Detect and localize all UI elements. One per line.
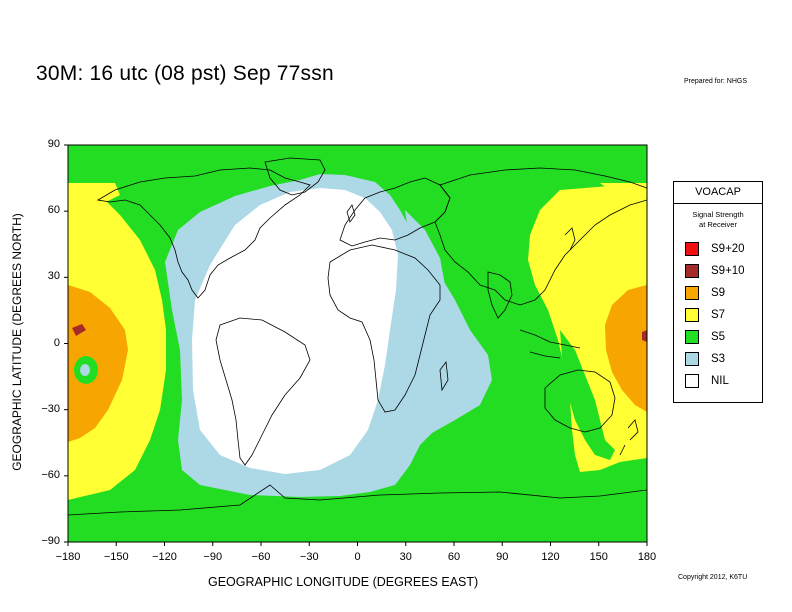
legend-item: S9 <box>674 282 762 304</box>
legend-swatch <box>685 374 699 388</box>
coastline-australia <box>544 369 616 433</box>
copyright-note: Copyright 2012, K6TU <box>678 574 748 581</box>
s9plus10-region-west <box>72 324 86 336</box>
y-tick-label: 30 <box>47 270 60 283</box>
y-axis-label: GEOGRAPHIC LATITUDE (DEGREES NORTH) <box>10 213 24 471</box>
x-axis-label: GEOGRAPHIC LONGITUDE (DEGREES EAST) <box>208 575 479 589</box>
x-tick-label: 150 <box>589 551 608 563</box>
legend-label: S9+10 <box>711 265 745 277</box>
legend-swatch <box>685 308 699 322</box>
map-title: 30M: 16 utc (08 pst) Sep 77ssn <box>36 62 334 85</box>
legend: VOACAP Signal Strength at Receiver S9+20… <box>673 181 763 403</box>
s3-region-africa <box>405 210 445 300</box>
coastline-madagascar <box>439 360 449 392</box>
legend-swatch <box>685 330 699 344</box>
y-tick-label: −30 <box>41 402 60 415</box>
legend-swatch <box>685 286 699 300</box>
coastline-india <box>487 271 513 319</box>
y-tick-label: 90 <box>47 138 60 150</box>
x-tick-label: 30 <box>399 551 412 563</box>
legend-item: S3 <box>674 348 762 370</box>
s5-island-east <box>560 330 615 460</box>
y-tick-label: −90 <box>41 535 60 547</box>
legend-swatch <box>685 242 699 256</box>
x-tick-label: 60 <box>447 551 461 563</box>
legend-swatch <box>685 352 699 366</box>
legend-label: NIL <box>711 375 729 387</box>
legend-subtitle-line1: Signal Strength <box>692 210 744 219</box>
s9-region-west <box>68 285 128 442</box>
axis-ticks <box>64 144 648 546</box>
x-tick-label: 90 <box>496 551 509 563</box>
x-tick-label: −30 <box>299 551 319 563</box>
x-tick-label: 180 <box>637 551 657 563</box>
legend-items: S9+20 S9+10 S9 S7 S5 S3 NIL <box>674 238 762 392</box>
s9-region-east <box>605 285 647 412</box>
legend-swatch <box>685 264 699 278</box>
legend-item: NIL <box>674 370 762 392</box>
legend-label: S7 <box>711 309 726 321</box>
coastline-new-zealand <box>619 419 639 456</box>
coastline-japan <box>564 227 576 251</box>
x-tick-label: −120 <box>152 551 177 563</box>
coastline-antarctica <box>68 484 647 516</box>
coastline-asia <box>434 167 647 306</box>
legend-subtitle: Signal Strength at Receiver <box>674 210 762 230</box>
legend-item: S9+10 <box>674 260 762 282</box>
y-tick-label: −60 <box>41 468 60 481</box>
legend-label: S9 <box>711 287 726 299</box>
s7-region-northwest <box>68 183 120 212</box>
s7-region-northeast <box>600 183 647 200</box>
legend-label: S5 <box>711 331 726 343</box>
s7-region-east <box>528 183 647 472</box>
x-tick-label: −90 <box>203 551 223 563</box>
legend-item: S5 <box>674 326 762 348</box>
legend-title: VOACAP <box>674 182 762 204</box>
legend-item: S9+20 <box>674 238 762 260</box>
s9plus10-region-east <box>642 330 647 342</box>
coastline-south-america <box>215 317 311 466</box>
coastline-north-america <box>96 167 311 299</box>
x-tick-label: 0 <box>354 551 361 563</box>
x-tick-label: −180 <box>55 551 81 563</box>
prepared-for-note: Prepared for: NHGS <box>684 78 748 85</box>
legend-item: S7 <box>674 304 762 326</box>
coastline-greenland <box>264 157 326 196</box>
nil-region-atlantic <box>192 188 398 474</box>
legend-label: S9+20 <box>711 243 745 255</box>
coastline-indonesia <box>519 329 581 359</box>
y-tick-label: 0 <box>53 336 60 349</box>
coastline-uk <box>346 204 356 223</box>
y-tick-label: 60 <box>47 204 60 217</box>
legend-label: S3 <box>711 353 726 365</box>
x-tick-label: −60 <box>251 551 271 563</box>
map-plot-area <box>68 145 647 542</box>
x-tick-label: −150 <box>103 551 129 563</box>
s3-spot-west <box>80 364 90 376</box>
x-tick-label: 120 <box>541 551 560 563</box>
legend-subtitle-line2: at Receiver <box>699 220 737 229</box>
coastline-africa <box>327 244 441 413</box>
coastlines <box>68 157 647 516</box>
